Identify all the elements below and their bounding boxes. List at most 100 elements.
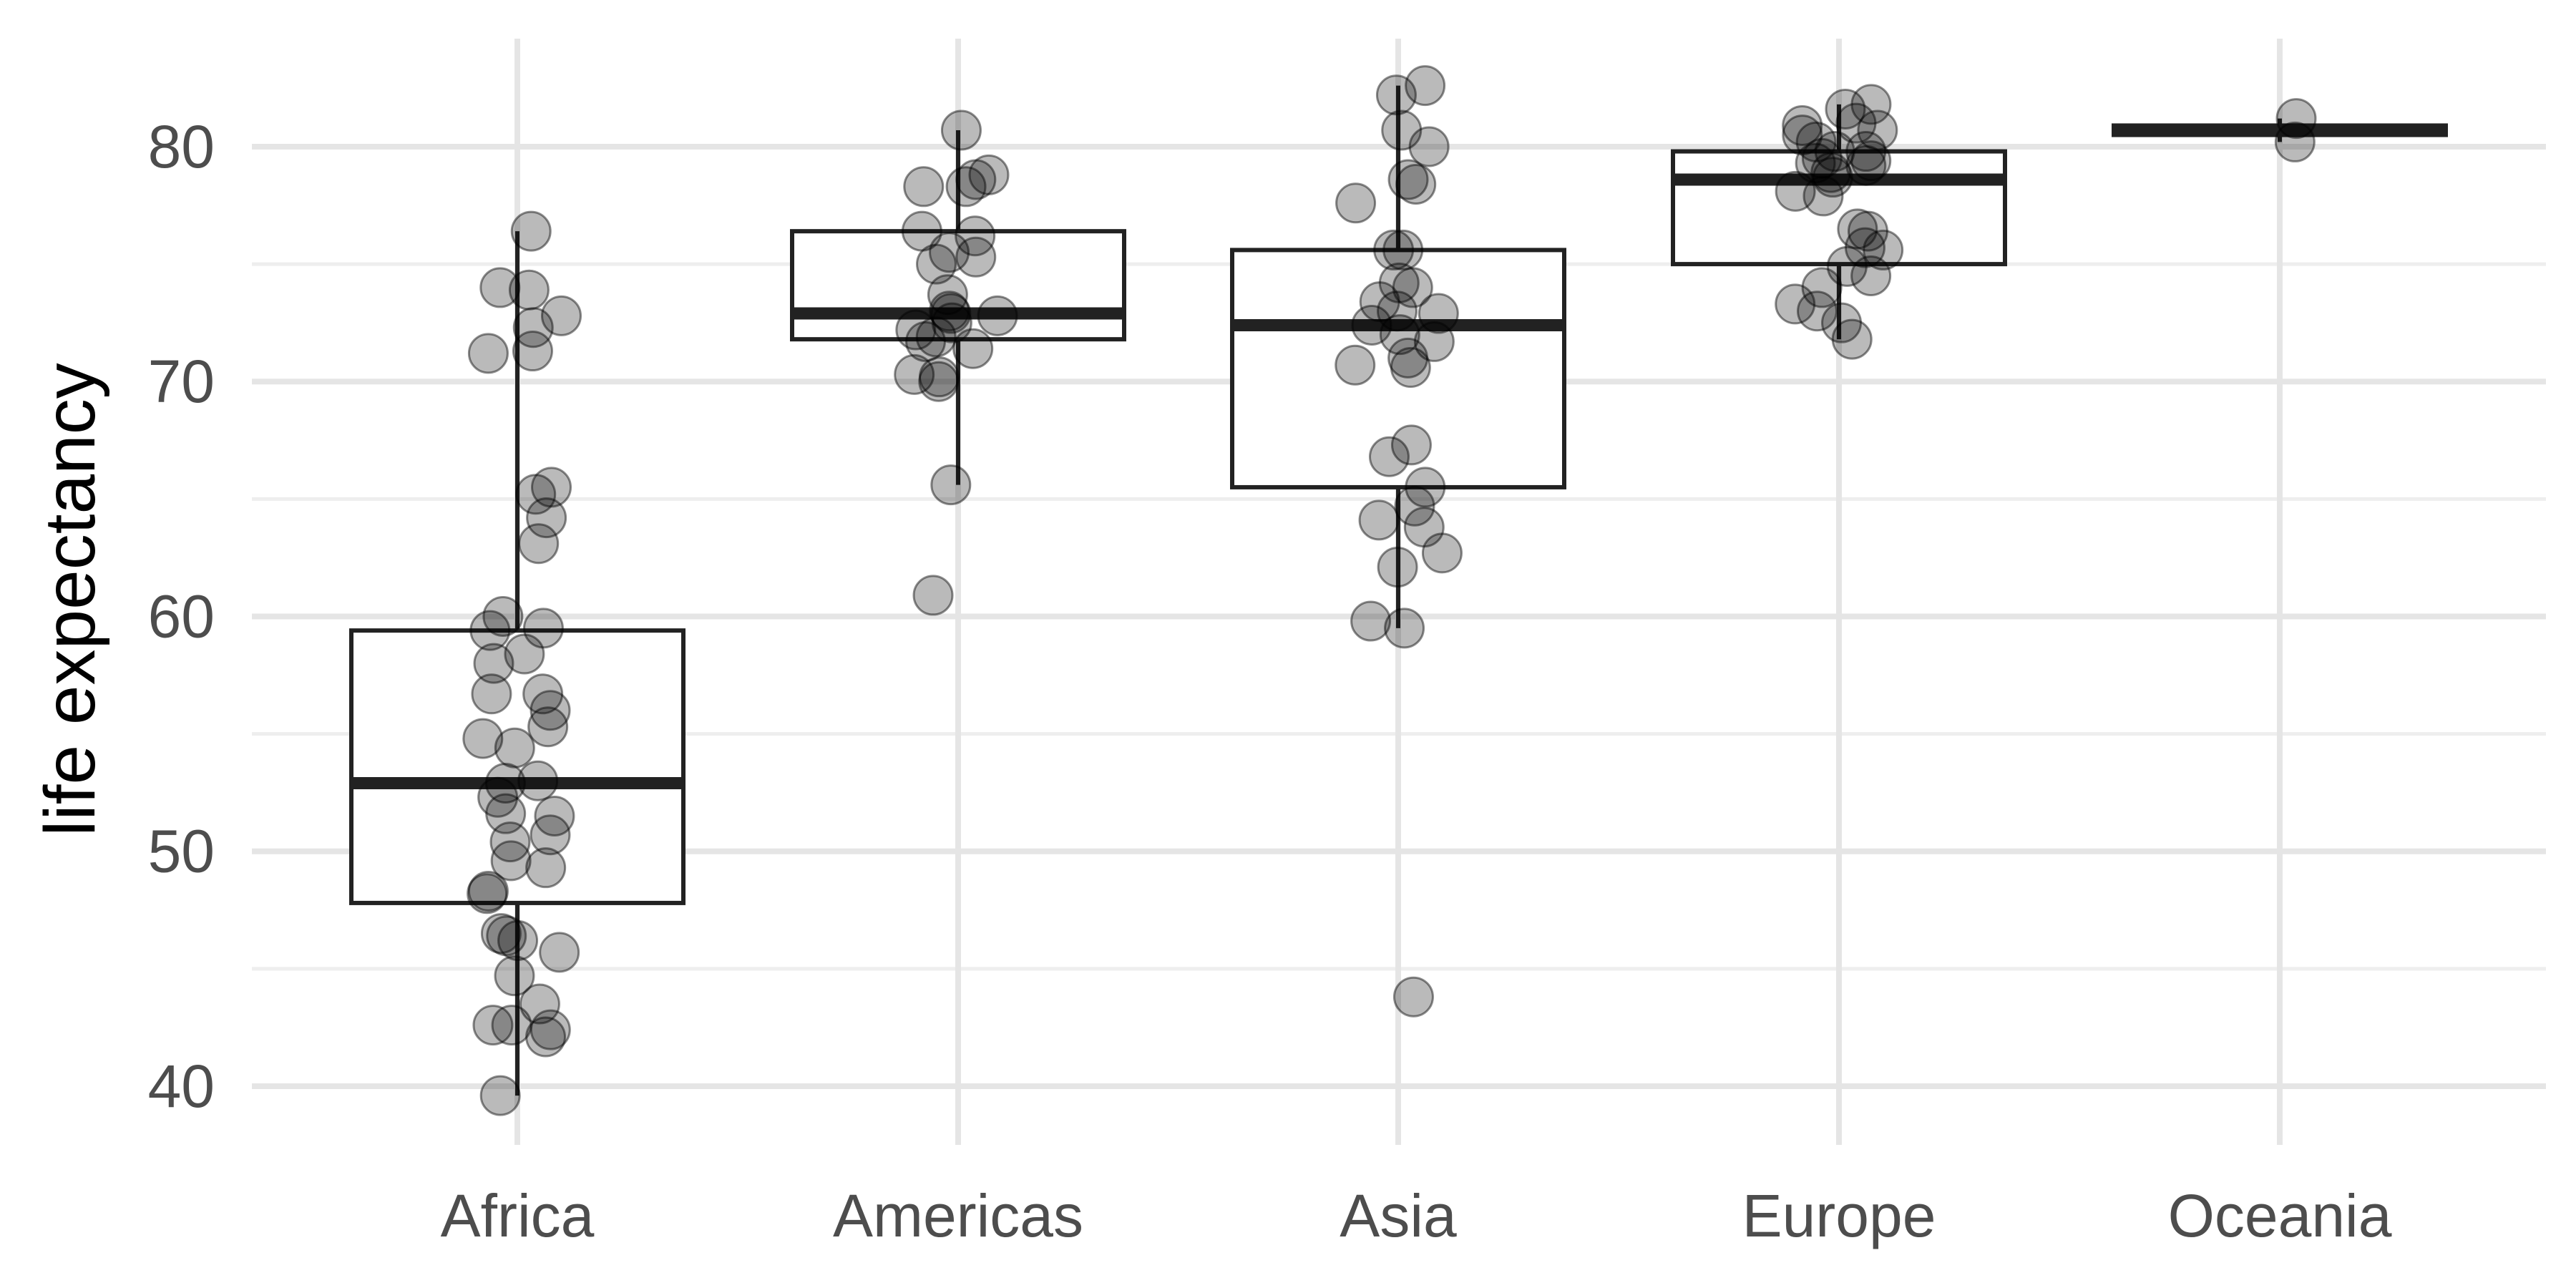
- data-point: [1795, 142, 1836, 184]
- data-point: [530, 814, 571, 856]
- data-point: [1821, 302, 1863, 343]
- data-point: [484, 763, 526, 804]
- data-point: [1810, 152, 1852, 193]
- tick-labels: 40 50 60 70 80 Africa Americas Asia Europe Oceani…: [148, 113, 2392, 1249]
- data-point: [512, 331, 553, 372]
- data-point: [930, 293, 972, 334]
- y-tick-label: 70: [148, 348, 215, 415]
- y-tick-label: 40: [148, 1053, 215, 1120]
- data-point: [977, 295, 1018, 336]
- data-point: [1387, 337, 1429, 379]
- box-iqr: [349, 628, 686, 905]
- data-point: [519, 983, 560, 1025]
- data-point: [1377, 547, 1418, 588]
- data-point: [494, 727, 535, 769]
- data-point: [1390, 424, 1432, 466]
- data-point: [1335, 344, 1376, 386]
- data-point: [494, 955, 535, 997]
- data-point: [462, 718, 504, 759]
- data-point: [469, 610, 511, 651]
- data-point: [1845, 145, 1887, 186]
- data-point: [940, 109, 982, 151]
- data-point: [1413, 321, 1455, 362]
- data-point: [904, 321, 946, 362]
- data-point: [1358, 499, 1400, 541]
- data-point: [915, 316, 957, 358]
- data-point: [1844, 227, 1885, 268]
- data-point: [467, 873, 508, 914]
- data-point: [530, 1009, 571, 1050]
- data-point: [1797, 291, 1838, 332]
- data-point: [2275, 98, 2317, 140]
- data-point: [1368, 436, 1410, 477]
- data-point: [927, 274, 968, 316]
- data-point: [530, 690, 571, 731]
- data-point: [1857, 109, 1898, 151]
- data-point: [1795, 121, 1837, 162]
- data-point: [1373, 229, 1415, 270]
- data-point: [512, 307, 554, 348]
- data-point: [479, 267, 521, 308]
- data-point: [1335, 182, 1377, 224]
- data-point: [1850, 84, 1892, 125]
- data-point: [1826, 245, 1868, 287]
- data-point: [1802, 175, 1844, 217]
- data-point: [497, 919, 539, 961]
- data-point: [931, 302, 972, 343]
- data-point: [1850, 255, 1892, 297]
- data-point: [903, 166, 945, 208]
- data-point: [1394, 485, 1435, 527]
- data-point: [489, 821, 531, 863]
- data-point: [531, 467, 572, 508]
- data-point: [467, 333, 509, 374]
- data-point: [929, 232, 970, 273]
- data-point: [473, 643, 514, 684]
- data-point: [968, 154, 1010, 195]
- data-point: [1850, 140, 1892, 182]
- box-iqr: [1671, 149, 2007, 267]
- data-point: [1382, 229, 1424, 270]
- data-point: [522, 673, 564, 715]
- data-point: [1837, 208, 1878, 250]
- data-point: [540, 295, 582, 336]
- data-point: [952, 328, 994, 369]
- data-point: [480, 913, 522, 955]
- data-point: [482, 595, 524, 637]
- data-point: [491, 1005, 532, 1046]
- data-point: [1408, 126, 1450, 167]
- data-point: [485, 793, 527, 834]
- data-point: [1847, 210, 1888, 252]
- data-point: [522, 608, 564, 649]
- data-point: [1377, 291, 1418, 332]
- data-point: [490, 840, 532, 882]
- y-tick-label: 50: [148, 818, 215, 885]
- data-point: [471, 673, 512, 715]
- jitter-points: [462, 65, 2317, 1116]
- data-point: [955, 236, 997, 278]
- data-point: [1387, 159, 1429, 200]
- data-point: [1405, 65, 1446, 107]
- data-point: [918, 356, 960, 398]
- data-point: [901, 210, 942, 252]
- data-point: [1381, 109, 1423, 151]
- data-point: [527, 706, 569, 748]
- data-point: [517, 760, 559, 801]
- x-tick-label: Americas: [833, 1182, 1083, 1249]
- data-point: [2274, 121, 2316, 162]
- y-tick-label: 80: [148, 113, 215, 180]
- data-point: [1863, 229, 1904, 270]
- data-point: [1812, 157, 1853, 198]
- data-point: [955, 159, 997, 200]
- data-point: [1405, 467, 1446, 508]
- data-point: [508, 269, 550, 311]
- data-point: [472, 1005, 514, 1046]
- data-point: [1775, 170, 1816, 212]
- data-point: [955, 215, 996, 257]
- data-point: [467, 871, 509, 912]
- data-point: [1359, 281, 1400, 323]
- y-axis-title: life expectancy: [30, 363, 110, 836]
- data-point: [912, 575, 954, 616]
- data-point: [1835, 102, 1877, 144]
- data-point: [518, 523, 560, 565]
